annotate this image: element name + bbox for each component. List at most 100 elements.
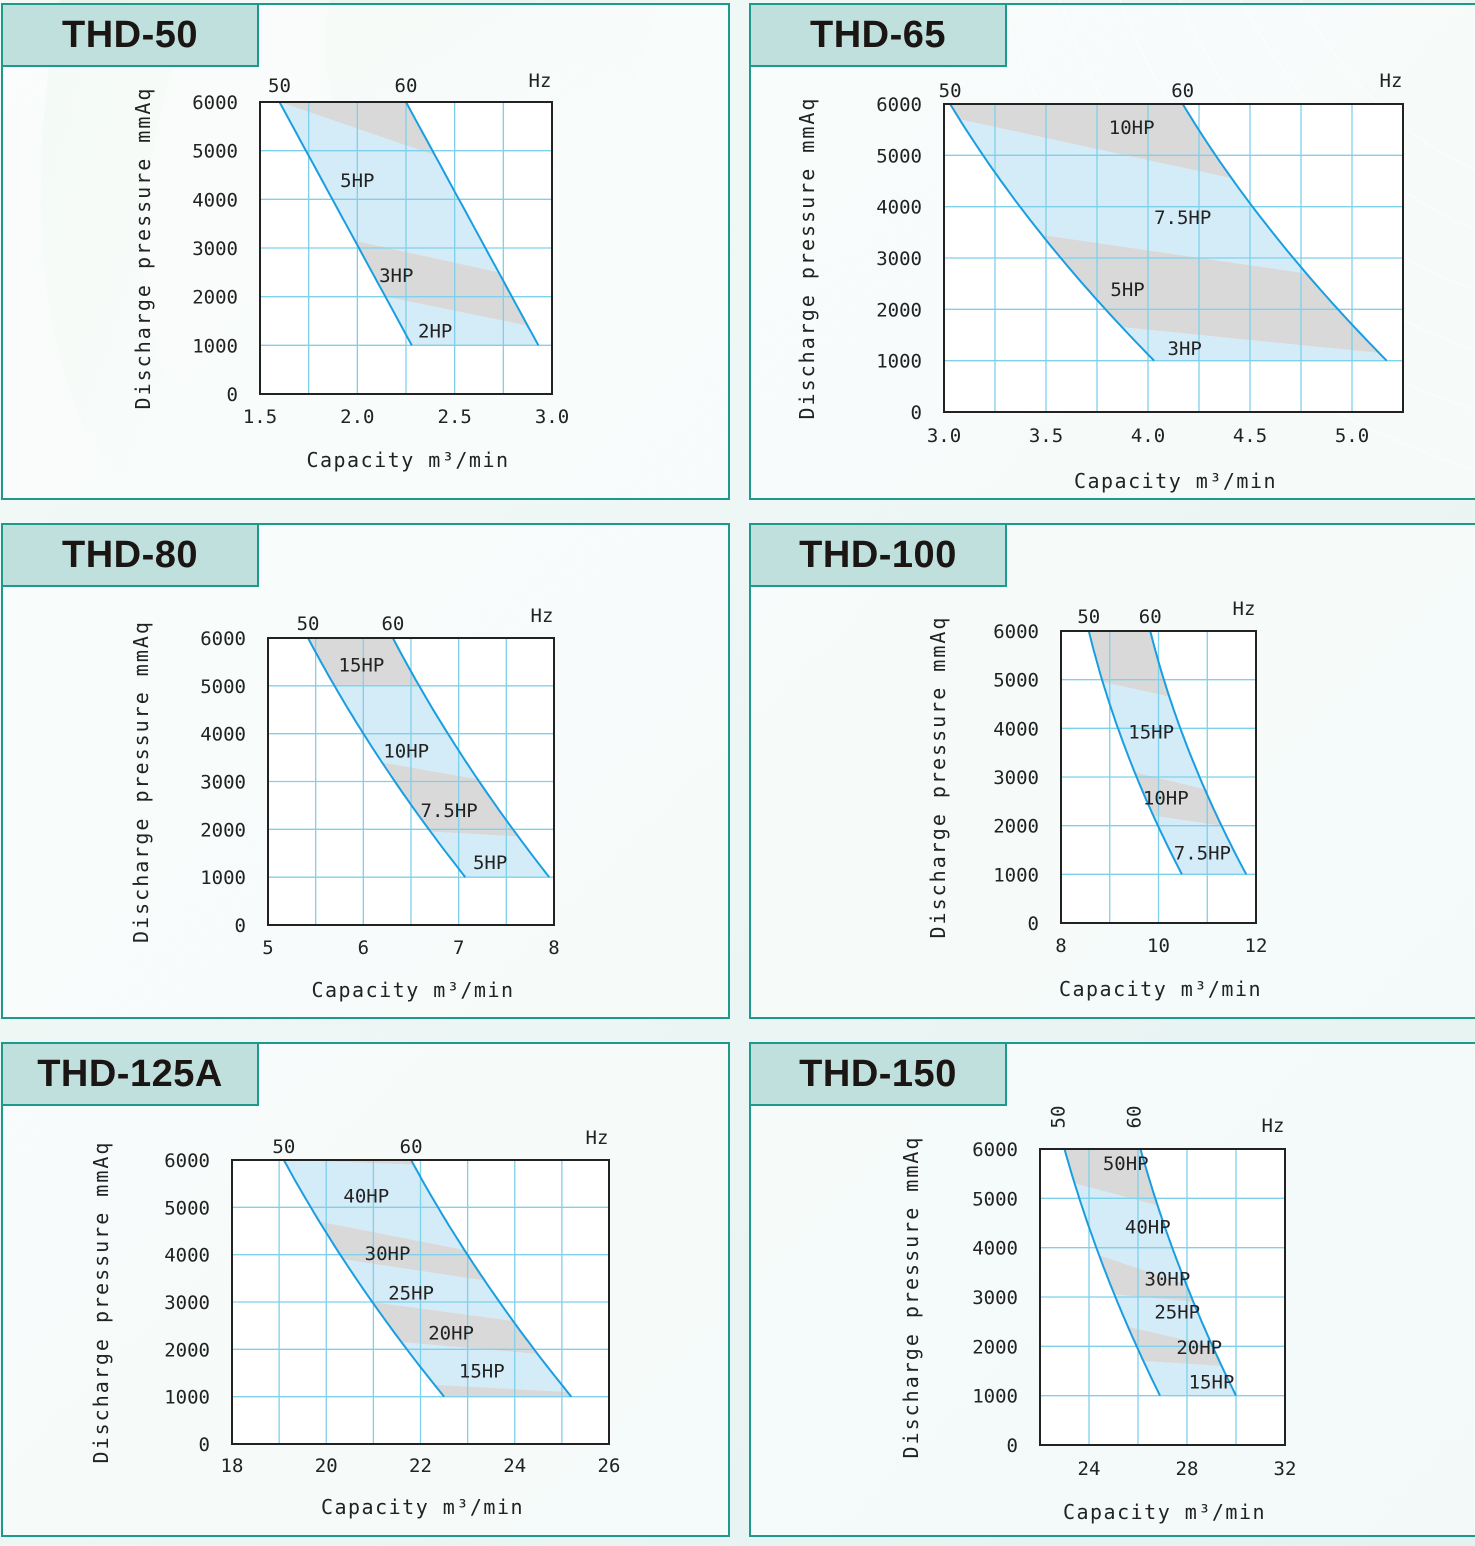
plot-frame (1039, 1148, 1286, 1446)
band-5hp (1041, 234, 1380, 353)
band-label: 30HP (1145, 1268, 1191, 1290)
model-title: THD-150 (799, 1052, 957, 1095)
curve-60hz (410, 1159, 573, 1398)
model-title-box: THD-80 (3, 525, 259, 587)
band-20hp (372, 1302, 538, 1355)
band-label: 10HP (1143, 787, 1189, 809)
band-label: 30HP (365, 1243, 411, 1265)
band-label: 3HP (1168, 338, 1202, 360)
x-tick-label: 5 (262, 937, 273, 959)
y-axis-title: Discharge pressure mmAq (926, 616, 950, 939)
hz-unit-label: Hz (531, 605, 554, 627)
y-tick-label: 3000 (972, 1287, 1018, 1309)
y-tick-label: 6000 (164, 1150, 210, 1172)
band-label: 5HP (1110, 279, 1144, 301)
y-tick-label: 4000 (972, 1238, 1018, 1260)
frequency-label: 60 (381, 613, 404, 635)
panel-thd-80: THD-80 (1, 523, 730, 1019)
frequency-label: 50 (1077, 606, 1100, 628)
band-label: 3HP (379, 265, 413, 287)
curve-50hz (949, 103, 1155, 362)
hz-unit-label: Hz (586, 1127, 609, 1149)
band-label: 40HP (343, 1186, 389, 1208)
band-3hp (354, 240, 528, 326)
x-tick-label: 2.0 (340, 406, 374, 428)
band-label: 7.5HP (421, 800, 478, 822)
model-title: THD-50 (61, 13, 199, 56)
band-5hp (430, 831, 550, 878)
y-tick-label: 2000 (164, 1339, 210, 1361)
plot-frame (943, 103, 1404, 413)
x-axis-title: Capacity m³/min (1074, 469, 1277, 493)
band-label: 5HP (340, 170, 374, 192)
x-tick-label: 24 (1078, 1458, 1101, 1480)
x-tick-label: 20 (315, 1455, 338, 1477)
band-gray-bottom (434, 1384, 572, 1397)
hz-unit-label: Hz (529, 70, 552, 92)
x-tick-label: 26 (598, 1455, 621, 1477)
band-label: 25HP (388, 1283, 434, 1305)
y-tick-label: 5000 (192, 141, 238, 163)
model-title-box: THD-65 (751, 5, 1007, 67)
y-tick-label: 6000 (200, 628, 246, 650)
frequency-label: 50 (272, 1136, 295, 1158)
frequency-label: 60 (400, 1136, 423, 1158)
frequency-label: 60 (395, 75, 418, 97)
x-tick-label: 3.0 (535, 406, 569, 428)
y-tick-label: 1000 (192, 335, 238, 357)
band-label: 7.5HP (1174, 842, 1231, 864)
y-axis-title: Discharge pressure mmAq (795, 97, 819, 420)
curve-60hz (392, 637, 550, 878)
frequency-label: 50 (1048, 1106, 1070, 1129)
model-title-box: THD-50 (3, 5, 259, 67)
y-tick-label: 2000 (200, 819, 246, 841)
band-label: 2HP (418, 321, 452, 343)
x-tick-label: 8 (1055, 935, 1066, 957)
band-15hp (401, 1342, 568, 1392)
x-tick-label: 4.5 (1233, 425, 1267, 447)
band-10hp (950, 104, 1232, 179)
model-title: THD-65 (809, 13, 947, 56)
y-tick-label: 6000 (972, 1139, 1018, 1161)
curve-50hz (307, 637, 467, 878)
x-tick-label: 28 (1176, 1458, 1199, 1480)
band-label: 7.5HP (1154, 207, 1211, 229)
y-tick-label: 4000 (200, 724, 246, 746)
hz-unit-label: Hz (1233, 598, 1256, 620)
y-tick-label: 5000 (993, 670, 1039, 692)
y-tick-label: 2000 (972, 1336, 1018, 1358)
y-tick-label: 1000 (876, 351, 922, 373)
x-tick-label: 2.5 (438, 406, 472, 428)
plot-frame (267, 637, 555, 926)
band-2hp (385, 296, 539, 346)
y-tick-label: 1000 (993, 864, 1039, 886)
y-tick-label: 3000 (993, 767, 1039, 789)
y-tick-label: 1000 (200, 867, 246, 889)
band-5hp (279, 102, 499, 273)
frequency-label: 50 (939, 80, 962, 102)
x-tick-label: 4.0 (1131, 425, 1165, 447)
band-30hp (319, 1221, 485, 1281)
frequency-label: 50 (268, 75, 291, 97)
x-tick-label: 3.0 (927, 425, 961, 447)
x-tick-label: 18 (221, 1455, 244, 1477)
curve-60hz (1181, 103, 1388, 362)
y-tick-label: 6000 (192, 92, 238, 114)
curve-50hz (282, 1159, 445, 1398)
y-tick-label: 2000 (192, 287, 238, 309)
frequency-label: 60 (1171, 80, 1194, 102)
y-tick-label: 5000 (876, 145, 922, 167)
y-tick-label: 4000 (993, 718, 1039, 740)
band-30hp (1099, 1255, 1194, 1302)
model-title: THD-100 (799, 533, 957, 576)
band-3hp (1122, 327, 1387, 361)
y-tick-label: 6000 (993, 621, 1039, 643)
y-tick-label: 4000 (192, 189, 238, 211)
frequency-label: 60 (1123, 1106, 1145, 1129)
band-50hp (1064, 1149, 1158, 1206)
x-tick-label: 3.5 (1029, 425, 1063, 447)
band-25hp (343, 1259, 514, 1321)
